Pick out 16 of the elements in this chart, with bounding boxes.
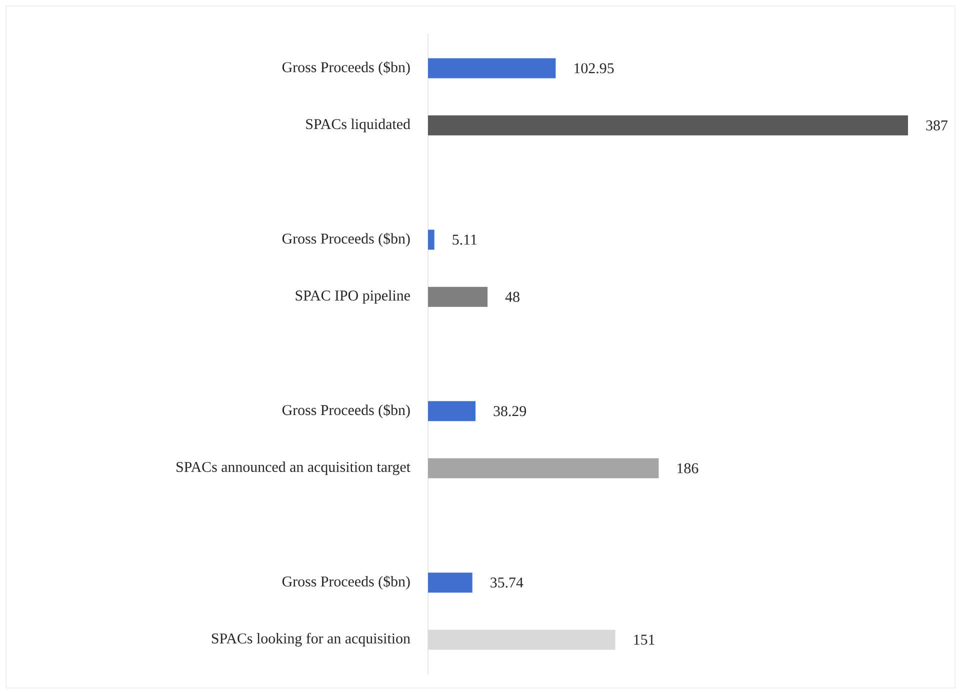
y-tick-label: SPACs looking for an acquisition <box>212 632 410 647</box>
data-label: 102.95 <box>574 63 614 74</box>
y-tick-label: Gross Proceeds ($bn) <box>282 404 410 418</box>
y-tick-label: Gross Proceeds ($bn) <box>282 232 410 247</box>
data-label: 38.29 <box>494 406 526 416</box>
y-tick-label: SPACs announced an acquisition target <box>176 461 410 476</box>
data-label: 387 <box>926 120 948 130</box>
y-tick-label: SPACs liquidated <box>306 118 410 132</box>
data-label: 48 <box>505 292 520 302</box>
y-tick-label: Gross Proceeds ($bn) <box>282 576 410 590</box>
data-label: 151 <box>634 634 654 645</box>
y-tick-label: Gross Proceeds ($bn) <box>282 61 410 76</box>
data-label: 5.11 <box>452 234 477 245</box>
data-label: 35.74 <box>490 578 524 588</box>
y-tick-label: SPAC IPO pipeline <box>296 290 410 304</box>
data-label: 186 <box>678 463 698 474</box>
